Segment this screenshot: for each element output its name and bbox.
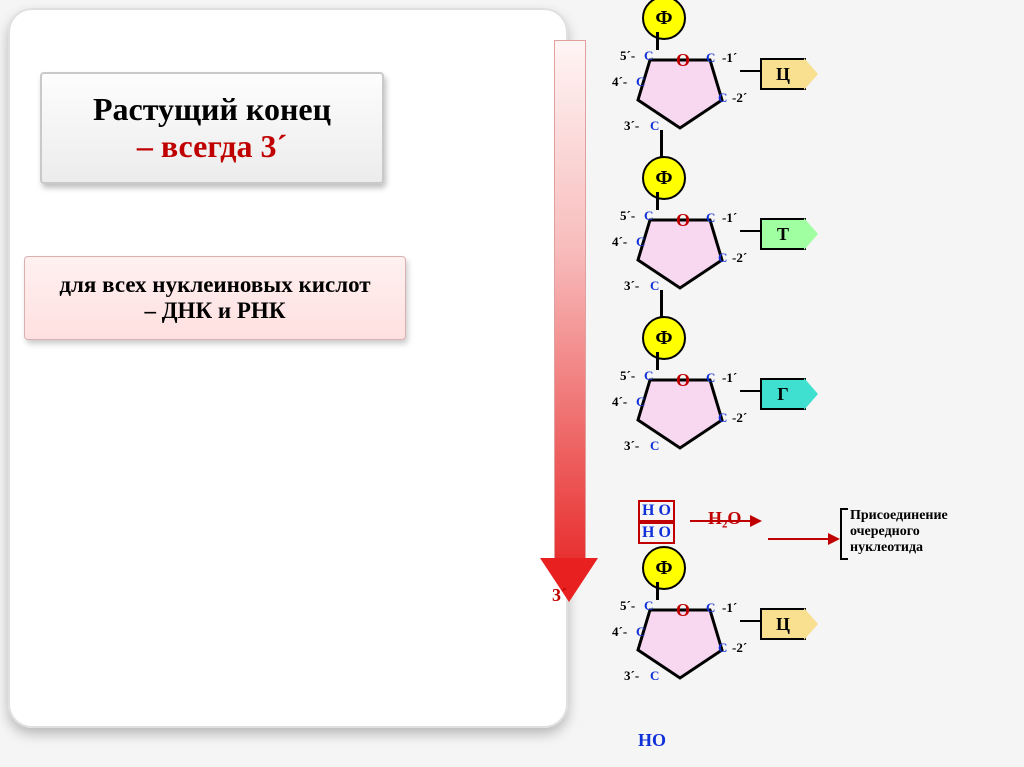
title-line1: Растущий конец <box>42 91 382 128</box>
three-prime-label: 3´ <box>552 585 567 606</box>
base-tag: Ц <box>760 58 806 90</box>
c5: C <box>644 368 653 384</box>
c1: C <box>706 50 715 66</box>
glycosidic-bond-icon <box>740 230 760 232</box>
c1: C <box>706 370 715 386</box>
c4p: 4´- <box>612 74 627 90</box>
c3p: 3´- <box>624 118 639 134</box>
c2p: -2´ <box>732 410 747 426</box>
c5: C <box>644 598 653 614</box>
c2: C <box>718 410 727 426</box>
c2: C <box>718 90 727 106</box>
ring-O: O <box>676 370 690 391</box>
base-tag-point-icon <box>804 218 818 250</box>
nucleotide-unit: Ф C 5´- O C -1´ C 4´- C -2´ C 3´- Ц <box>610 580 750 680</box>
c4: C <box>636 74 645 90</box>
attach-text: Присоединение очередного нуклеотида <box>850 508 948 556</box>
ring-O: O <box>676 210 690 231</box>
c3p: 3´- <box>624 668 639 684</box>
h2o-arrow-icon <box>690 520 760 522</box>
c5p: 5´- <box>620 48 635 64</box>
subtitle-box: для всех нуклеиновых кислот – ДНК и РНК <box>24 256 406 340</box>
base-tag-point-icon <box>804 58 818 90</box>
c2p: -2´ <box>732 90 747 106</box>
c5p: 5´- <box>620 208 635 224</box>
attach-l2: очередного <box>850 524 948 540</box>
title-line2: – всегда 3´ <box>42 128 382 165</box>
ho-bot: H O <box>638 522 675 544</box>
c1p: -1´ <box>722 600 737 616</box>
nucleotide-unit: Ф C 5´- O C -1´ C 4´- C -2´ C 3´- Ц <box>610 30 750 130</box>
c5: C <box>644 208 653 224</box>
c2: C <box>718 250 727 266</box>
direction-arrow <box>540 40 598 610</box>
c3: C <box>650 118 659 134</box>
attach-l1: Присоединение <box>850 508 948 524</box>
subtitle-line1: для всех нуклеиновых кислот <box>25 272 405 298</box>
c3p: 3´- <box>624 278 639 294</box>
ho-top: H O <box>638 500 675 522</box>
c5p: 5´- <box>620 368 635 384</box>
attach-arrow-icon <box>768 538 838 540</box>
nucleotide-unit: Ф C 5´- O C -1´ C 4´- C -2´ C 3´- Т <box>610 190 750 290</box>
c1p: -1´ <box>722 50 737 66</box>
c5p: 5´- <box>620 598 635 614</box>
base-tag: Т <box>760 218 806 250</box>
c1p: -1´ <box>722 210 737 226</box>
ho-top-text: H O <box>642 502 671 519</box>
c4: C <box>636 394 645 410</box>
c4p: 4´- <box>612 394 627 410</box>
c2: C <box>718 640 727 656</box>
final-ho-text: HO <box>638 730 666 750</box>
subtitle-line2: – ДНК и РНК <box>25 298 405 324</box>
c4p: 4´- <box>612 624 627 640</box>
c3: C <box>650 278 659 294</box>
h2o-label: H₂O <box>708 508 741 529</box>
nucleotide-unit: Ф C 5´- O C -1´ C 4´- C -2´ C 3´- Г <box>610 350 750 450</box>
c4: C <box>636 624 645 640</box>
c1: C <box>706 210 715 226</box>
title-box: Растущий конец – всегда 3´ <box>40 72 384 184</box>
ring-O: O <box>676 50 690 71</box>
ho-bot-text: H O <box>642 524 671 541</box>
base-tag-point-icon <box>804 608 818 640</box>
final-ho: HO <box>638 730 666 751</box>
glycosidic-bond-icon <box>740 390 760 392</box>
c1: C <box>706 600 715 616</box>
arrow-head-icon <box>540 558 598 602</box>
bracket-icon <box>840 508 848 560</box>
c5: C <box>644 48 653 64</box>
c3: C <box>650 668 659 684</box>
c1p: -1´ <box>722 370 737 386</box>
c3p: 3´- <box>624 438 639 454</box>
diagram: 3´ Ф C 5´- O C -1´ C 4´- C -2´ C 3´- Ц Ф… <box>540 0 1020 767</box>
base-tag: Ц <box>760 608 806 640</box>
c4p: 4´- <box>612 234 627 250</box>
arrow-shaft <box>554 40 586 562</box>
c2p: -2´ <box>732 640 747 656</box>
c2p: -2´ <box>732 250 747 266</box>
c3: C <box>650 438 659 454</box>
c4: C <box>636 234 645 250</box>
glycosidic-bond-icon <box>740 620 760 622</box>
ring-O: O <box>676 600 690 621</box>
base-tag: Г <box>760 378 806 410</box>
base-tag-point-icon <box>804 378 818 410</box>
glycosidic-bond-icon <box>740 70 760 72</box>
attach-l3: нуклеотида <box>850 540 948 556</box>
